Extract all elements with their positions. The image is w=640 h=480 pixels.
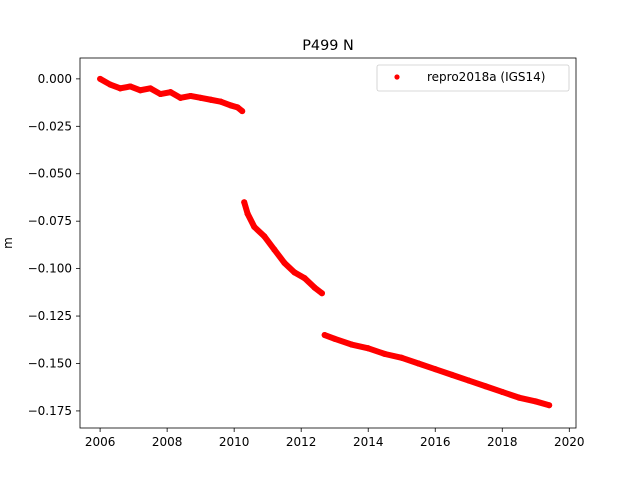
y-tick-label: −0.025 bbox=[28, 119, 72, 133]
x-tick-label: 2010 bbox=[219, 435, 250, 449]
y-tick-label: −0.075 bbox=[28, 214, 72, 228]
y-tick-label: −0.175 bbox=[28, 404, 72, 418]
legend-marker bbox=[394, 74, 400, 80]
y-tick-label: −0.050 bbox=[28, 167, 72, 181]
chart-title: P499 N bbox=[302, 38, 354, 54]
data-points bbox=[97, 75, 553, 409]
series-band-segment bbox=[532, 398, 553, 409]
series-band-segment bbox=[234, 104, 246, 115]
y-tick-label: 0.000 bbox=[38, 72, 72, 86]
y-tick-label: −0.100 bbox=[28, 262, 72, 276]
legend: repro2018a (IGS14) bbox=[376, 64, 570, 92]
legend-label: repro2018a (IGS14) bbox=[427, 70, 545, 84]
y-tick-label: −0.125 bbox=[28, 309, 72, 323]
x-tick-label: 2006 bbox=[85, 435, 116, 449]
x-axis: 2006 2008 2010 2012 2014 2016 2018 2020 bbox=[85, 428, 585, 449]
x-tick-label: 2018 bbox=[487, 435, 518, 449]
series-band-segment bbox=[311, 284, 325, 297]
y-axis: 0.000 −0.025 −0.050 −0.075 −0.100 −0.125 −0.15… bbox=[28, 72, 80, 418]
legend-box bbox=[376, 64, 570, 92]
x-tick-label: 2012 bbox=[286, 435, 317, 449]
x-tick-label: 2016 bbox=[420, 435, 451, 449]
y-tick-label: −0.150 bbox=[28, 356, 72, 370]
x-tick-label: 2014 bbox=[353, 435, 384, 449]
y-axis-label: m bbox=[1, 237, 15, 249]
x-tick-label: 2020 bbox=[554, 435, 585, 449]
plot-frame bbox=[79, 57, 577, 429]
x-tick-label: 2008 bbox=[152, 435, 183, 449]
